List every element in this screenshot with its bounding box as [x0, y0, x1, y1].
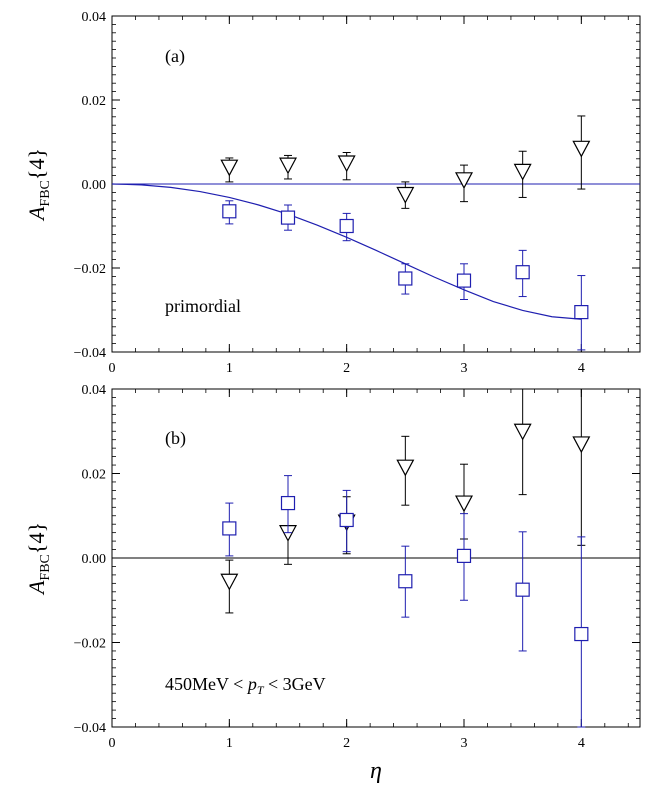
- panel-a: (a) primordial AFBC{4} 0 1 2 3 4 −0.04 −0.02 0.…: [24, 10, 641, 376]
- data-point-square-a-2: [339, 218, 354, 234]
- data-point-square-b-1: [280, 495, 296, 511]
- y-tick-label-b-1: −0.02: [74, 637, 106, 652]
- panel-label-b: (b): [165, 428, 186, 449]
- y-tick-label-b-2: 0.00: [82, 552, 107, 567]
- data-point-triangle-b-4: [455, 495, 473, 513]
- data-point-triangle-a-0: [220, 159, 239, 177]
- data-point-square-b-6: [574, 626, 589, 642]
- x-tick-label-b-2: 2: [343, 736, 350, 751]
- y-axis-title-a-suffix: {4}: [24, 148, 49, 180]
- data-point-triangle-a-5: [513, 163, 532, 181]
- x-tick-label-a-2: 2: [343, 361, 350, 376]
- y-tick-label-b-3: 0.02: [82, 468, 107, 483]
- data-point-square-a-6: [574, 305, 589, 320]
- data-point-square-b-3: [398, 574, 413, 589]
- x-tick-label-a-4: 4: [578, 361, 585, 376]
- y-tick-label-a-2: 0.00: [82, 178, 107, 193]
- y-axis-title-b-suffix: {4}: [24, 522, 49, 554]
- y-tick-label-b-0: −0.04: [74, 721, 106, 736]
- data-point-square-a-0: [222, 204, 237, 219]
- data-point-square-b-2: [339, 512, 354, 528]
- x-tick-label-b-0: 0: [109, 736, 116, 751]
- x-tick-label-b-4: 4: [578, 736, 585, 751]
- data-point-triangle-b-6: [572, 436, 591, 454]
- annotation-pt-var: p: [246, 674, 257, 694]
- x-axis-title: η: [370, 758, 382, 784]
- data-point-triangle-b-0: [220, 573, 239, 591]
- x-tick-label-a-0: 0: [109, 361, 116, 376]
- y-axis-title-a: AFBC{4}: [24, 148, 53, 222]
- y-tick-label-a-1: −0.02: [74, 262, 106, 277]
- annotation-primordial: primordial: [165, 296, 241, 316]
- y-tick-label-a-0: −0.04: [74, 346, 106, 361]
- x-tick-label-b-1: 1: [226, 736, 233, 751]
- y-axis-title-a-sub: FBC: [38, 180, 53, 206]
- y-tick-label-b-4: 0.04: [82, 383, 107, 398]
- x-tick-label-a-1: 1: [226, 361, 233, 376]
- data-point-square-a-3: [398, 271, 413, 286]
- y-axis-title-b-main: A: [24, 580, 49, 596]
- annotation-pt-pre: 450MeV <: [165, 674, 248, 694]
- y-axis-title-a-main: A: [24, 206, 49, 222]
- data-point-triangle-a-3: [396, 186, 415, 204]
- y-axis-title-b-sub: FBC: [38, 554, 53, 580]
- panel-b: (b) 450MeV < pT < 3GeV AFBC{4} η 0 1 2 3 4 −0…: [24, 383, 641, 784]
- data-point-triangle-b-5: [513, 423, 532, 441]
- data-point-triangle-b-3: [396, 459, 415, 477]
- data-point-square-a-4: [456, 273, 472, 288]
- annotation-pt-sub: T: [257, 683, 265, 697]
- x-tick-label-b-3: 3: [461, 736, 468, 751]
- data-point-square-a-1: [280, 210, 296, 225]
- x-tick-label-a-3: 3: [461, 361, 468, 376]
- data-point-square-b-5: [515, 582, 530, 597]
- data-point-square-a-5: [515, 265, 530, 280]
- panel-label-a: (a): [165, 46, 185, 67]
- y-tick-label-a-4: 0.04: [82, 10, 107, 25]
- data-point-triangle-a-1: [279, 157, 297, 175]
- y-axis-title-b: AFBC{4}: [24, 522, 53, 596]
- data-point-square-b-0: [222, 521, 237, 536]
- annotation-pt-post: < 3GeV: [264, 674, 326, 694]
- data-point-square-b-4: [456, 548, 472, 563]
- data-point-triangle-a-2: [337, 155, 356, 173]
- y-tick-label-a-3: 0.02: [82, 94, 107, 109]
- annotation-pt-range: 450MeV < pT < 3GeV: [165, 674, 326, 697]
- data-point-triangle-a-6: [572, 140, 591, 158]
- data-point-triangle-a-4: [455, 172, 473, 190]
